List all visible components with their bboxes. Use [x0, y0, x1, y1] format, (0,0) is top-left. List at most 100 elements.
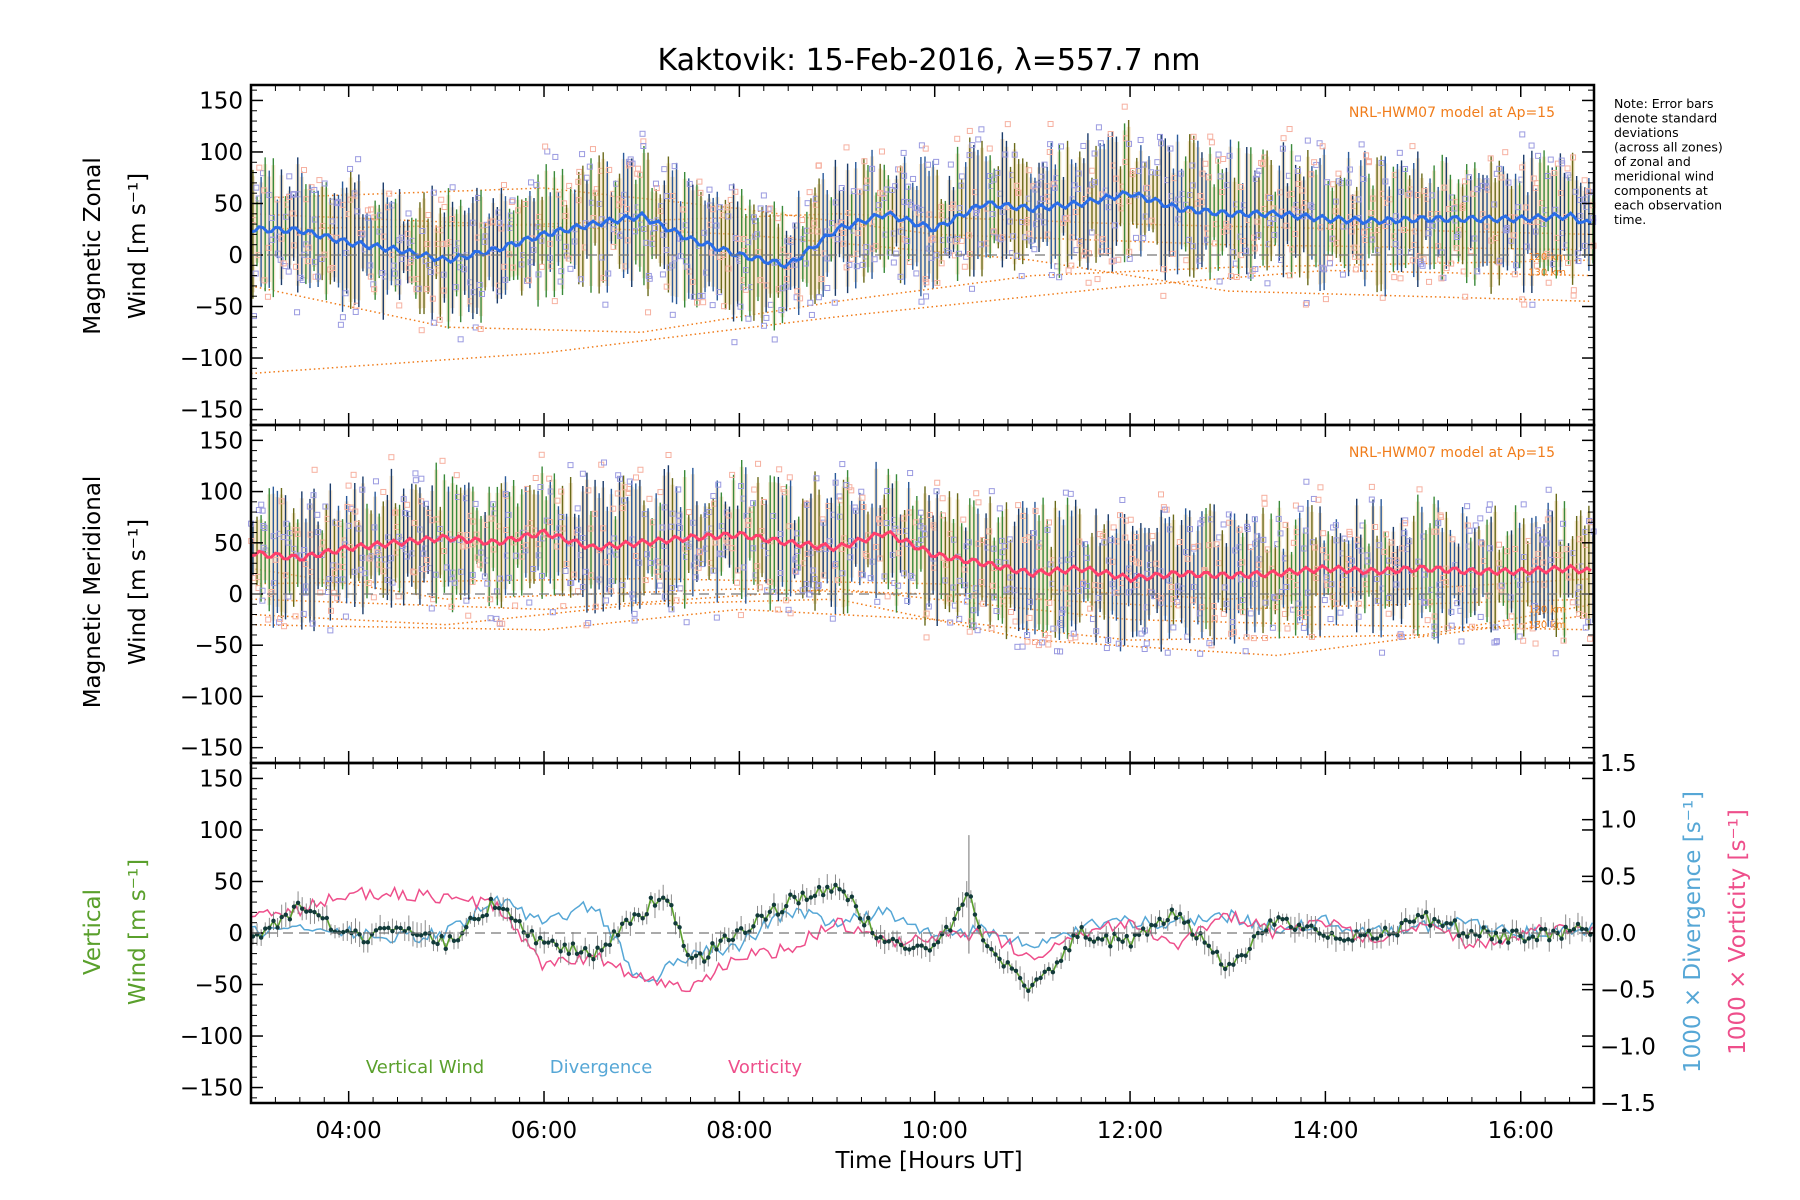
vertical-wind-point	[792, 894, 797, 900]
zone-point	[1532, 640, 1539, 647]
vertical-wind-point	[944, 924, 949, 930]
vertical-wind-point	[1116, 937, 1121, 942]
vertical-wind-point	[468, 915, 473, 921]
zone-point	[614, 490, 621, 497]
vertical-wind-point	[1321, 933, 1326, 938]
zone-point	[1133, 534, 1140, 541]
zone-point	[1448, 260, 1455, 267]
zone-point	[1279, 145, 1286, 152]
zone-point	[1348, 557, 1355, 564]
zone-point	[1254, 218, 1261, 225]
vertical-wind-point	[496, 905, 502, 911]
zone-point	[669, 585, 676, 592]
zone-point	[839, 545, 846, 552]
zone-point	[1221, 584, 1228, 591]
vertical-wind-point	[1575, 921, 1581, 927]
zone-point	[1417, 258, 1424, 265]
vertical-wind-point	[316, 913, 321, 918]
zone-point	[422, 500, 429, 507]
zone-point	[663, 283, 670, 290]
y-tick-label: −150	[180, 736, 243, 762]
zone-point	[1332, 522, 1339, 529]
zone-point	[1153, 560, 1160, 567]
zone-point	[359, 486, 366, 493]
vertical-wind-point	[1091, 939, 1097, 944]
zone-point	[1144, 184, 1151, 191]
zone-point	[757, 205, 764, 212]
vertical-wind-point	[968, 894, 974, 899]
zone-point	[501, 263, 508, 270]
zone-point	[380, 488, 387, 495]
vertical-wind-point	[1559, 936, 1564, 941]
zone-point	[1024, 638, 1031, 645]
vertical-wind-point	[685, 952, 690, 958]
zone-point	[696, 548, 703, 555]
zone-point	[1295, 208, 1302, 215]
vertical-wind-point	[1140, 926, 1146, 931]
zone-point	[653, 185, 660, 192]
zone-point	[1140, 235, 1147, 242]
zone-point	[1220, 155, 1227, 162]
zone-point	[1356, 253, 1363, 260]
zone-point	[585, 620, 592, 627]
vertical-wind-point	[964, 892, 969, 897]
zone-point	[1226, 519, 1233, 526]
zone-point	[1548, 556, 1555, 563]
zone-point	[1369, 236, 1376, 243]
zone-point	[973, 490, 980, 497]
vertical-wind-point	[513, 918, 518, 923]
vertical-wind-point	[1087, 937, 1093, 942]
vertical-wind-point	[1370, 936, 1376, 941]
vertical-wind-point	[1104, 933, 1109, 938]
zone-point	[1545, 486, 1552, 493]
zone-point	[1014, 643, 1021, 650]
zone-point	[1028, 237, 1035, 244]
zone-point	[642, 577, 649, 584]
zone-point	[1250, 635, 1257, 642]
zone-point	[583, 174, 590, 181]
zone-point	[818, 276, 825, 283]
zone-point	[975, 136, 982, 143]
vertical-wind-point	[1538, 926, 1544, 932]
zone-point	[939, 495, 946, 502]
vertical-wind-point	[1337, 936, 1343, 942]
vertical-wind-point	[1452, 918, 1458, 923]
vertical-wind-point	[927, 948, 933, 953]
zone-point	[405, 210, 412, 217]
vertical-wind-point	[816, 884, 822, 890]
zone-point	[1510, 232, 1517, 239]
zone-point	[479, 290, 486, 297]
vertical-wind-point	[829, 889, 834, 894]
vertical-wind-point	[960, 902, 965, 907]
zone-point	[874, 598, 881, 605]
zone-point	[544, 148, 551, 155]
zone-point	[1409, 257, 1416, 264]
zone-point	[1168, 583, 1175, 590]
zone-point	[302, 561, 309, 568]
zone-point	[1535, 550, 1542, 557]
zone-point	[760, 322, 767, 329]
vertical-wind-point	[726, 937, 732, 943]
zone-point	[897, 166, 904, 173]
zone-point	[1038, 173, 1045, 180]
zone-point	[362, 570, 369, 577]
vertical-wind-point	[1305, 924, 1310, 929]
vertical-wind-point	[1362, 932, 1367, 938]
vertical-wind-point	[1465, 934, 1470, 939]
vertical-wind-point	[1009, 966, 1015, 971]
zone-point	[1284, 625, 1291, 632]
vertical-wind-point	[697, 951, 703, 956]
vertical-wind-point	[1272, 922, 1277, 927]
vertical-wind-point	[800, 890, 805, 895]
x-tick-label: 08:00	[706, 1118, 772, 1144]
zone-point	[280, 260, 287, 267]
zone-point	[1254, 533, 1261, 540]
zone-point	[1271, 231, 1278, 238]
zone-point	[1262, 635, 1269, 642]
zone-point	[1087, 605, 1094, 612]
zone-point	[922, 276, 929, 283]
zone-point	[1226, 152, 1233, 159]
zone-point	[1382, 178, 1389, 185]
vertical-wind-point	[1378, 933, 1384, 938]
vertical-wind-point	[1374, 936, 1380, 941]
